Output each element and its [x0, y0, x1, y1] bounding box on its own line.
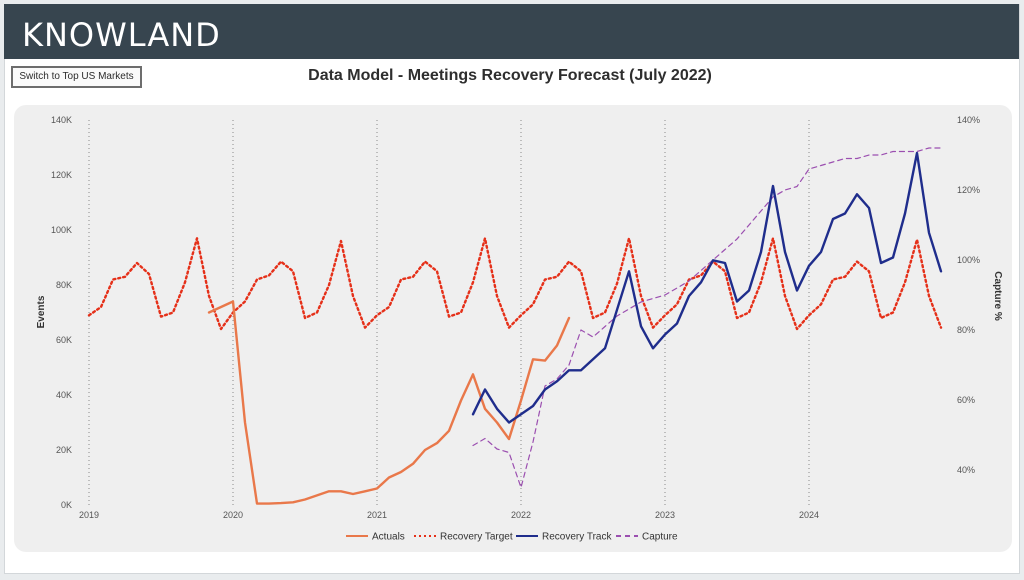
x-tick-label: 2021 — [367, 510, 387, 520]
y-tick-label: 60K — [56, 335, 72, 345]
y-tick-label: 80K — [56, 280, 72, 290]
y-tick-label: 100K — [51, 225, 72, 235]
y-tick-label: 140K — [51, 115, 72, 125]
series-line-capture — [472, 147, 942, 489]
y2-tick-label: 140% — [957, 115, 980, 125]
y2-tick-label: 100% — [957, 255, 980, 265]
brand-logo: KNOWLAND — [22, 16, 221, 54]
chart-panel — [14, 105, 1012, 552]
x-tick-label: 2019 — [79, 510, 99, 520]
header-bar: KNOWLAND — [4, 4, 1019, 59]
x-axis-ticks: 2019 2020 2021 2022 2023 2024 — [79, 510, 819, 520]
y2-axis-title: Capture % — [992, 271, 1003, 321]
left-axis-ticks: 0K 20K 40K 60K 80K 100K 120K 140K — [51, 115, 72, 510]
legend-label-recovery-track: Recovery Track — [542, 532, 612, 543]
y-tick-label: 40K — [56, 390, 72, 400]
x-tick-label: 2023 — [655, 510, 675, 520]
y-axis-title: Events — [36, 295, 47, 328]
series-line-actuals — [207, 300, 571, 505]
x-tick-label: 2022 — [511, 510, 531, 520]
y-tick-label: 120K — [51, 170, 72, 180]
legend-label-capture: Capture — [642, 532, 678, 543]
chart-legend: Actuals Recovery Target Recovery Track Capt… — [346, 532, 678, 543]
switch-markets-button[interactable]: Switch to Top US Markets — [11, 66, 142, 88]
series-line-recovery-track — [471, 151, 943, 424]
series-line-recovery-target — [87, 237, 943, 331]
y2-tick-label: 120% — [957, 185, 980, 195]
legend-label-recovery-target: Recovery Target — [440, 532, 513, 543]
y2-tick-label: 40% — [957, 465, 975, 475]
legend-label-actuals: Actuals — [372, 532, 405, 543]
chart-title: Data Model - Meetings Recovery Forecast … — [308, 67, 712, 84]
x-tick-label: 2024 — [799, 510, 819, 520]
chart-lines — [87, 147, 943, 505]
y-tick-label: 20K — [56, 445, 72, 455]
y-tick-label: 0K — [61, 500, 72, 510]
right-axis-ticks: 40% 60% 80% 100% 120% 140% — [957, 115, 980, 475]
y2-tick-label: 80% — [957, 325, 975, 335]
x-tick-label: 2020 — [223, 510, 243, 520]
y2-tick-label: 60% — [957, 395, 975, 405]
chart-grid — [88, 120, 810, 505]
